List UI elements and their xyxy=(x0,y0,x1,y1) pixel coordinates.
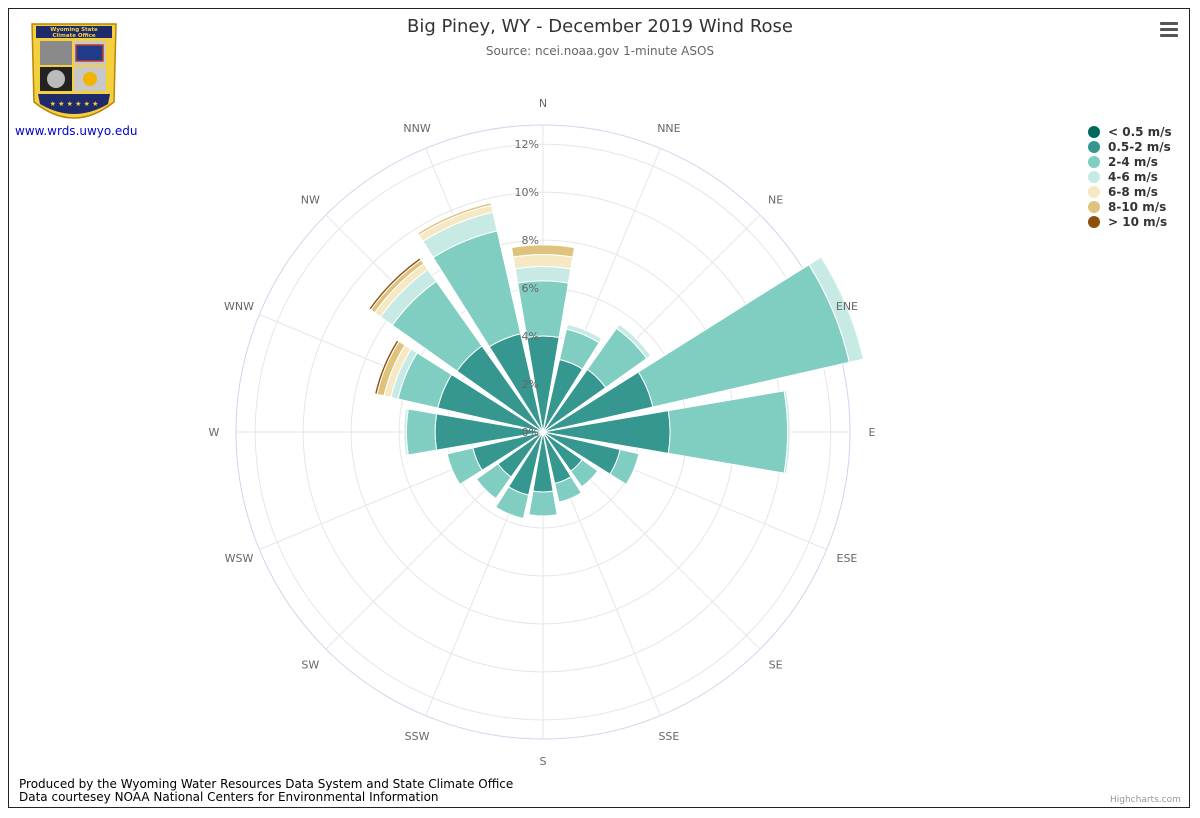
legend-label: < 0.5 m/s xyxy=(1108,124,1172,139)
legend-label: 6-8 m/s xyxy=(1108,184,1158,199)
legend-swatch xyxy=(1088,170,1100,183)
wedge-W[interactable] xyxy=(405,408,438,456)
highcharts-credits-link[interactable]: Highcharts.com xyxy=(1110,795,1181,805)
wedge-WSW[interactable] xyxy=(446,447,483,486)
legend-swatch xyxy=(1088,140,1100,153)
y-tick-label: 6% xyxy=(522,282,539,295)
direction-label-SW: SW xyxy=(301,659,319,672)
y-tick-label: 12% xyxy=(515,138,539,151)
direction-label-SSE: SSE xyxy=(658,730,679,743)
legend-swatch xyxy=(1088,200,1100,213)
wedge-ENE[interactable] xyxy=(808,256,864,363)
svg-text:★ ★ ★ ★ ★ ★: ★ ★ ★ ★ ★ ★ xyxy=(50,100,99,108)
legend-label: 8-10 m/s xyxy=(1108,199,1167,214)
direction-label-W: W xyxy=(209,426,220,439)
y-tick-label: 4% xyxy=(522,330,539,343)
y-tick-label: 10% xyxy=(515,186,539,199)
direction-label-NNW: NNW xyxy=(403,122,430,135)
series-1 xyxy=(434,333,671,496)
wedge-NNE[interactable] xyxy=(565,323,603,344)
wedge-NNW[interactable] xyxy=(417,202,492,236)
direction-label-WSW: WSW xyxy=(225,552,254,565)
direction-label-WNW: WNW xyxy=(224,300,254,313)
wedge-SW[interactable] xyxy=(475,463,512,500)
legend-swatch xyxy=(1088,125,1100,138)
legend-swatch xyxy=(1088,215,1100,228)
chart-title: Big Piney, WY - December 2019 Wind Rose xyxy=(407,16,793,37)
series-2 xyxy=(391,230,850,520)
direction-label-E: E xyxy=(869,426,876,439)
svg-text:Wyoming State: Wyoming State xyxy=(50,27,98,33)
legend-label: 2-4 m/s xyxy=(1108,154,1158,169)
legend-swatch xyxy=(1088,155,1100,168)
y-tick-label: 2% xyxy=(522,378,539,391)
legend-label: > 10 m/s xyxy=(1108,214,1168,229)
direction-label-S: S xyxy=(540,755,547,768)
legend-label: 0.5-2 m/s xyxy=(1108,139,1171,154)
legend-item[interactable]: 8-10 m/s xyxy=(1088,199,1172,214)
wedge-S[interactable] xyxy=(528,490,558,517)
footer-credit-line-2: Data courtesey NOAA National Centers for… xyxy=(19,790,439,804)
legend-item[interactable]: > 10 m/s xyxy=(1088,214,1172,229)
legend-item[interactable]: 4-6 m/s xyxy=(1088,169,1172,184)
wedge-N[interactable] xyxy=(514,266,572,284)
wedge-NW[interactable] xyxy=(368,257,422,311)
chart-legend: < 0.5 m/s 0.5-2 m/s 2-4 m/s 4-6 m/s 6-8 m/s 8… xyxy=(1088,124,1172,229)
direction-label-NW: NW xyxy=(301,193,320,206)
direction-label-NNE: NNE xyxy=(657,122,680,135)
hamburger-menu-icon[interactable] xyxy=(1158,22,1180,40)
direction-label-SSW: SSW xyxy=(405,730,430,743)
direction-label-SE: SE xyxy=(769,659,783,672)
wedge-NE[interactable] xyxy=(615,323,652,360)
legend-swatch xyxy=(1088,185,1100,198)
website-link[interactable]: www.wrds.uwyo.edu xyxy=(15,124,138,138)
wedge-E[interactable] xyxy=(783,389,791,475)
wedge-ENE[interactable] xyxy=(637,263,850,408)
chart-subtitle: Source: ncei.noaa.gov 1-minute ASOS xyxy=(485,44,715,58)
legend-label: 4-6 m/s xyxy=(1108,169,1158,184)
legend-item[interactable]: 0.5-2 m/s xyxy=(1088,139,1172,154)
direction-label-ESE: ESE xyxy=(837,552,858,565)
direction-label-NE: NE xyxy=(768,193,783,206)
wedge-WNW[interactable] xyxy=(374,339,400,395)
direction-label-N: N xyxy=(539,97,547,110)
wedge-SSW[interactable] xyxy=(495,486,530,520)
direction-label-ENE: ENE xyxy=(836,300,858,313)
legend-item[interactable]: < 0.5 m/s xyxy=(1088,124,1172,139)
wedge-N[interactable] xyxy=(512,254,574,270)
svg-text:Climate Office: Climate Office xyxy=(52,33,96,39)
wedge-ESE[interactable] xyxy=(609,448,640,486)
legend-item[interactable]: 2-4 m/s xyxy=(1088,154,1172,169)
footer-credit-line-1: Produced by the Wyoming Water Resources … xyxy=(19,777,514,791)
wedge-SSE[interactable] xyxy=(554,475,583,503)
wyoming-climate-office-logo: Wyoming State Climate Office ★ ★ ★ ★ ★ ★ xyxy=(31,23,117,119)
wedge-E[interactable] xyxy=(667,390,789,474)
series-4 xyxy=(374,204,574,398)
legend-item[interactable]: 6-8 m/s xyxy=(1088,184,1172,199)
y-tick-label: 8% xyxy=(522,234,539,247)
y-tick-label: 0% xyxy=(522,426,539,439)
wedge-SE[interactable] xyxy=(570,459,599,488)
wedge-N[interactable] xyxy=(510,244,576,258)
series-6 xyxy=(368,257,422,395)
wedge-W[interactable] xyxy=(403,408,409,456)
